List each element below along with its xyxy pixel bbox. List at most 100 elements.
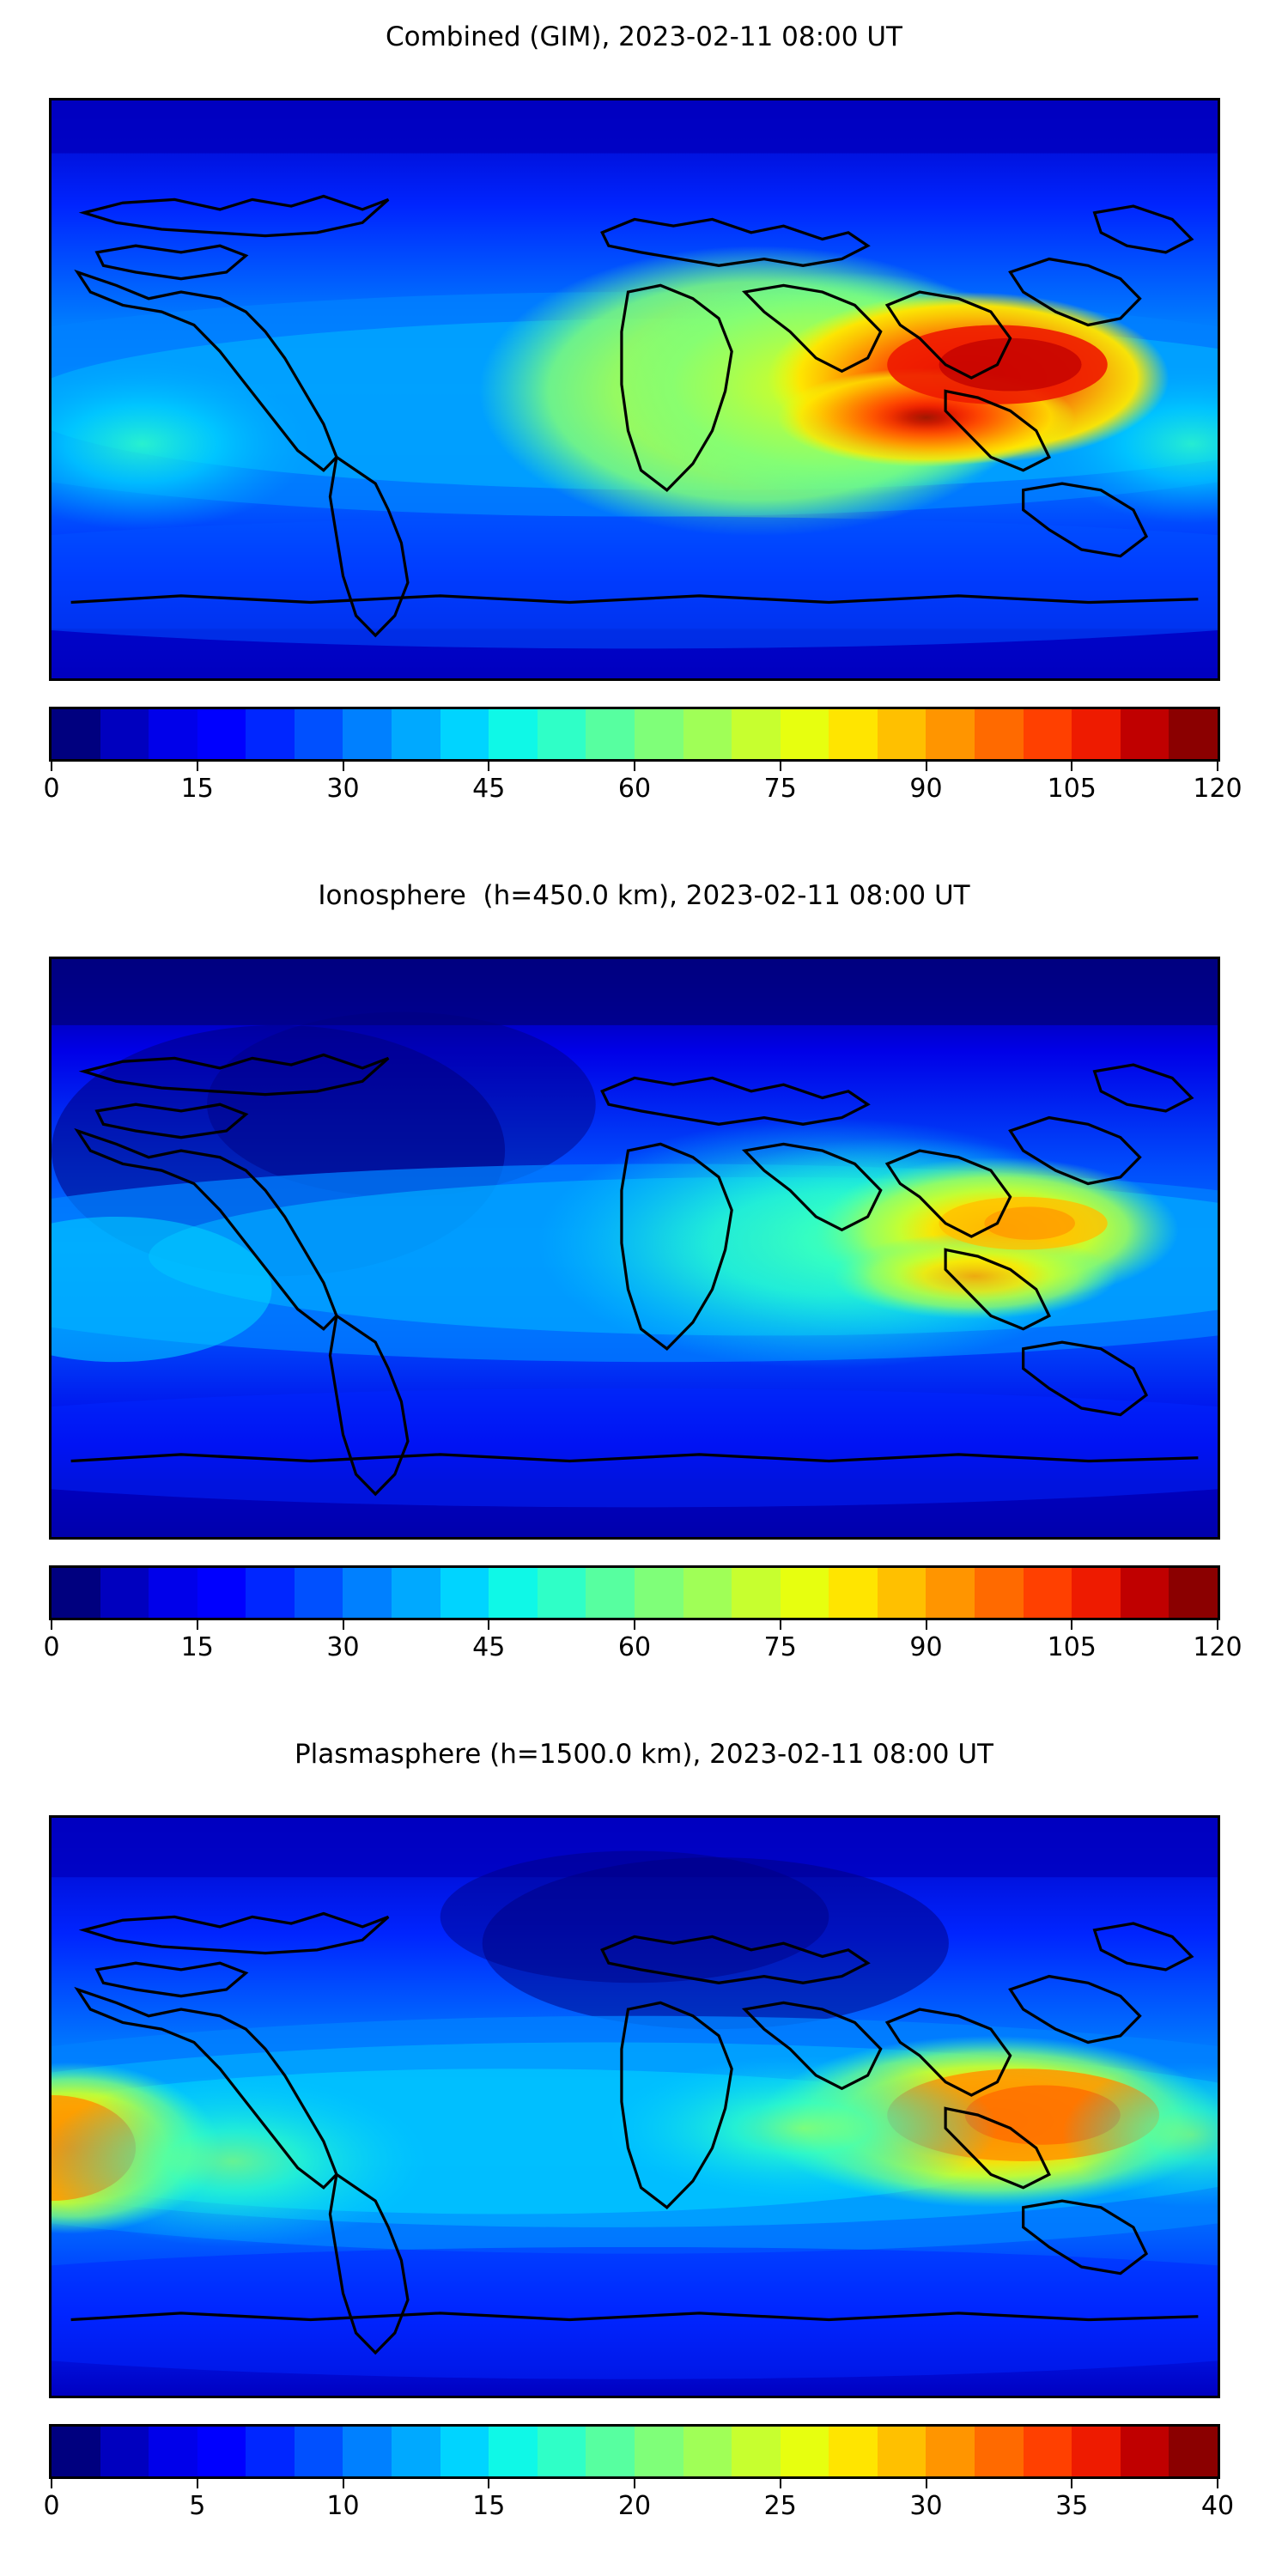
panel-title-ionosphere-450: Ionosphere (h=450.0 km), 2023-02-11 08:0… — [318, 880, 970, 911]
map-canvas-combined-gim — [52, 100, 1218, 678]
colorbar-tick-105 — [1071, 762, 1073, 771]
colorbar-ticks-plasmasphere-1500 — [49, 2479, 1220, 2489]
colorbar-level-10 — [537, 1568, 586, 1618]
colorbar-tick-15 — [488, 2479, 490, 2488]
colorbar-level-5 — [294, 1568, 343, 1618]
colorbar-level-16 — [829, 709, 878, 759]
colorbar-level-19 — [974, 1568, 1024, 1618]
colorbar-level-11 — [586, 2427, 635, 2476]
colorbar-tick-0 — [51, 2479, 52, 2488]
colorbar-level-13 — [683, 2427, 732, 2476]
colorbar-tick-label-25: 25 — [763, 2491, 797, 2521]
colorbar-tick-60 — [634, 1620, 635, 1630]
colorbar-level-0 — [52, 709, 100, 759]
colorbar-level-20 — [1023, 2427, 1072, 2476]
colorbar-tick-75 — [779, 762, 781, 771]
colorbar-level-7 — [392, 2427, 440, 2476]
colorbar-level-0 — [52, 2427, 100, 2476]
colorbar-level-13 — [683, 709, 732, 759]
colorbar-level-6 — [343, 1568, 392, 1618]
colorbar-level-4 — [246, 709, 295, 759]
colorbar-level-18 — [926, 2427, 975, 2476]
colorbar-level-3 — [197, 2427, 246, 2476]
colorbar-tick-10 — [342, 2479, 344, 2488]
colorbar-tick-label-75: 75 — [763, 1632, 797, 1662]
colorbar-tick-120 — [1217, 762, 1218, 771]
colorbar-level-23 — [1169, 709, 1218, 759]
colorbar-tick-90 — [925, 762, 927, 771]
colorbar-ticks-combined-gim — [49, 762, 1220, 772]
colorbar-level-14 — [732, 2427, 781, 2476]
map-canvas-plasmasphere-1500 — [52, 1818, 1218, 2396]
colorbar-tick-label-30: 30 — [326, 774, 360, 804]
colorbar-tick-label-45: 45 — [472, 774, 506, 804]
colorbar-tick-label-15: 15 — [180, 774, 214, 804]
map-canvas-ionosphere-450 — [52, 959, 1218, 1537]
colorbar-level-22 — [1120, 709, 1170, 759]
colorbar-level-7 — [392, 709, 440, 759]
colorbar-tick-label-45: 45 — [472, 1632, 506, 1662]
colorbar-tick-90 — [925, 1620, 927, 1630]
colorbar-level-19 — [974, 2427, 1024, 2476]
colorbar-level-2 — [149, 2427, 197, 2476]
colorbar-level-20 — [1023, 709, 1072, 759]
colorbar-level-12 — [634, 1568, 683, 1618]
colorbar-level-23 — [1169, 1568, 1218, 1618]
colorbar-tick-25 — [779, 2479, 781, 2488]
colorbar-tick-5 — [196, 2479, 198, 2488]
colorbar-level-2 — [149, 1568, 197, 1618]
colorbar-strip-ionosphere-450 — [49, 1565, 1220, 1620]
colorbar-level-14 — [732, 1568, 781, 1618]
colorbar-level-17 — [877, 2427, 927, 2476]
colorbar-tick-label-75: 75 — [763, 774, 797, 804]
colorbar-plasmasphere-1500: 0 5 10 15 20 25 30 35 40 — [43, 2424, 1234, 2524]
colorbar-tick-label-10: 10 — [326, 2491, 360, 2521]
colorbar-level-1 — [100, 1568, 149, 1618]
colorbar-tick-label-0: 0 — [43, 1632, 60, 1662]
colorbar-tick-label-5: 5 — [189, 2491, 206, 2521]
colorbar-combined-gim: 0 15 30 45 60 75 90 105 120 — [43, 707, 1242, 806]
colorbar-tick-60 — [634, 762, 635, 771]
colorbar-level-5 — [294, 709, 343, 759]
colorbar-level-8 — [440, 1568, 489, 1618]
colorbar-tick-75 — [779, 1620, 781, 1630]
colorbar-tick-20 — [634, 2479, 635, 2488]
colorbar-tick-15 — [196, 762, 198, 771]
panel-title-combined-gim: Combined (GIM), 2023-02-11 08:00 UT — [386, 21, 902, 52]
colorbar-tick-15 — [196, 1620, 198, 1630]
colorbar-tick-label-15: 15 — [180, 1632, 214, 1662]
colorbar-tick-label-30: 30 — [326, 1632, 360, 1662]
colorbar-tick-label-0: 0 — [43, 774, 60, 804]
colorbar-level-16 — [829, 1568, 878, 1618]
colorbar-ticks-ionosphere-450 — [49, 1620, 1220, 1631]
colorbar-level-6 — [343, 2427, 392, 2476]
colorbar-tick-label-60: 60 — [617, 1632, 652, 1662]
colorbar-tick-45 — [488, 1620, 490, 1630]
colorbar-tick-label-30: 30 — [909, 2491, 943, 2521]
colorbar-ionosphere-450: 0 15 30 45 60 75 90 105 120 — [43, 1565, 1242, 1665]
colorbar-tick-label-40: 40 — [1200, 2491, 1235, 2521]
colorbar-level-4 — [246, 1568, 295, 1618]
colorbar-tick-30 — [925, 2479, 927, 2488]
colorbar-tick-120 — [1217, 1620, 1218, 1630]
colorbar-level-22 — [1120, 1568, 1170, 1618]
colorbar-level-5 — [294, 2427, 343, 2476]
colorbar-tick-45 — [488, 762, 490, 771]
colorbar-labels-plasmasphere-1500: 0 5 10 15 20 25 30 35 40 — [43, 2489, 1234, 2524]
colorbar-level-11 — [586, 1568, 635, 1618]
colorbar-level-18 — [926, 709, 975, 759]
colorbar-tick-35 — [1071, 2479, 1073, 2488]
colorbar-level-20 — [1023, 1568, 1072, 1618]
colorbar-level-7 — [392, 1568, 440, 1618]
colorbar-level-8 — [440, 2427, 489, 2476]
colorbar-tick-30 — [342, 1620, 344, 1630]
coastlines-combined-gim — [70, 194, 1199, 638]
colorbar-level-15 — [780, 2427, 829, 2476]
colorbar-tick-30 — [342, 762, 344, 771]
colorbar-tick-label-20: 20 — [617, 2491, 652, 2521]
colorbar-level-11 — [586, 709, 635, 759]
colorbar-level-23 — [1169, 2427, 1218, 2476]
colorbar-level-15 — [780, 1568, 829, 1618]
map-ionosphere-450 — [49, 957, 1220, 1540]
